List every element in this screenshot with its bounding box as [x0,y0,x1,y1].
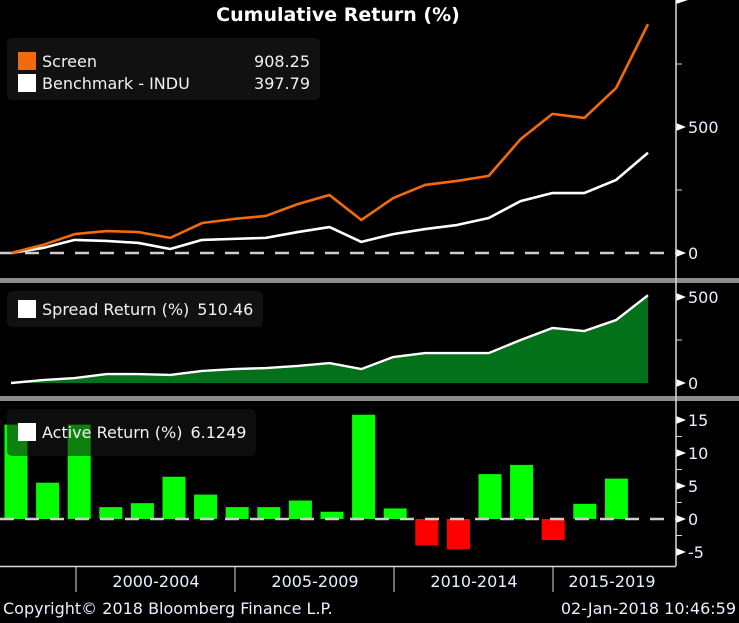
bar-positive [99,507,123,519]
legend-item-active: Active Return (%) 6.1249 [18,421,246,443]
bar-positive [320,511,344,519]
y-tick-label: 0 [688,244,698,263]
spread-area [11,295,648,383]
legend-item-benchmark: Benchmark - INDU 397.79 [18,72,310,94]
active-return-panel: 15 10 5 0 -5 [0,411,708,562]
bar-positive [225,507,249,519]
y-tick-marker [676,482,686,490]
series-line-benchmark-indu [10,151,649,255]
active-legend: Active Return (%) 6.1249 [7,409,257,456]
x-tick-label: 2005-2009 [271,572,359,591]
spread-return-panel: 0 500 [10,288,719,393]
legend-label-screen: Screen [42,51,98,71]
bar-positive [36,482,60,519]
y-tick-label: 5 [688,477,698,496]
legend-value-spread: 510.46 [197,299,254,319]
y-tick-label: 500 [688,288,719,307]
legend-item-spread: Spread Return (%) 510.46 [18,298,253,320]
legend-value-active: 6.1249 [190,422,247,442]
copyright-text: Copyright© 2018 Bloomberg Finance L.P. [3,599,333,618]
chart-frame [0,0,739,592]
bar-positive [194,494,218,519]
bar-positive [478,474,502,519]
legend-value-screen: 908.25 [254,51,310,71]
cumulative-legend: Screen 908.25 Benchmark - INDU 397.79 [7,38,320,100]
active-swatch [18,423,36,441]
legend-label-spread: Spread Return (%) [42,299,190,319]
spread-line [10,294,649,385]
bar-negative [415,519,439,546]
y-tick-marker [676,379,686,387]
spread-legend: Spread Return (%) 510.46 [7,291,264,327]
panel-separator [0,396,739,401]
series-line-screen [10,23,650,255]
screen-swatch [18,52,36,70]
x-tick-label: 2000-2004 [112,572,200,591]
bar-positive [288,500,312,519]
bar-positive [510,464,534,519]
legend-label-active: Active Return (%) [42,422,183,442]
spread-swatch [18,300,36,318]
cumulative-return-panel: 0 500 [0,0,719,263]
timestamp-text: 02-Jan-2018 10:46:59 [560,599,736,618]
y-tick-label: 15 [688,411,708,430]
bar-positive [383,508,407,519]
axis-top-marker [676,0,688,4]
bar-positive [162,476,186,519]
y-tick-marker [676,515,686,523]
legend-item-screen: Screen 908.25 [18,50,310,72]
legend-value-benchmark: 397.79 [254,73,310,93]
y-tick-label: 10 [688,444,708,463]
bar-positive [352,414,376,519]
y-tick-label: 0 [688,510,698,529]
y-tick-marker [676,416,686,424]
panel-separator [0,278,739,283]
y-tick-label: -5 [688,543,704,562]
y-tick-marker [676,123,686,131]
benchmark-swatch [18,74,36,92]
bar-positive [257,507,281,519]
x-tick-label: 2015-2019 [568,572,656,591]
chart-title: Cumulative Return (%) [216,4,460,26]
y-tick-marker [676,548,686,556]
bar-negative [446,519,470,550]
bar-positive [130,503,154,519]
y-tick-label: 0 [688,374,698,393]
legend-label-benchmark: Benchmark - INDU [42,73,190,93]
bar-negative [541,519,565,541]
bar-positive [573,503,597,519]
bar-positive [604,478,628,519]
y-tick-marker [676,249,686,257]
y-tick-label: 500 [688,118,719,137]
x-tick-label: 2010-2014 [430,572,518,591]
y-tick-marker [676,293,686,301]
y-tick-marker [676,449,686,457]
